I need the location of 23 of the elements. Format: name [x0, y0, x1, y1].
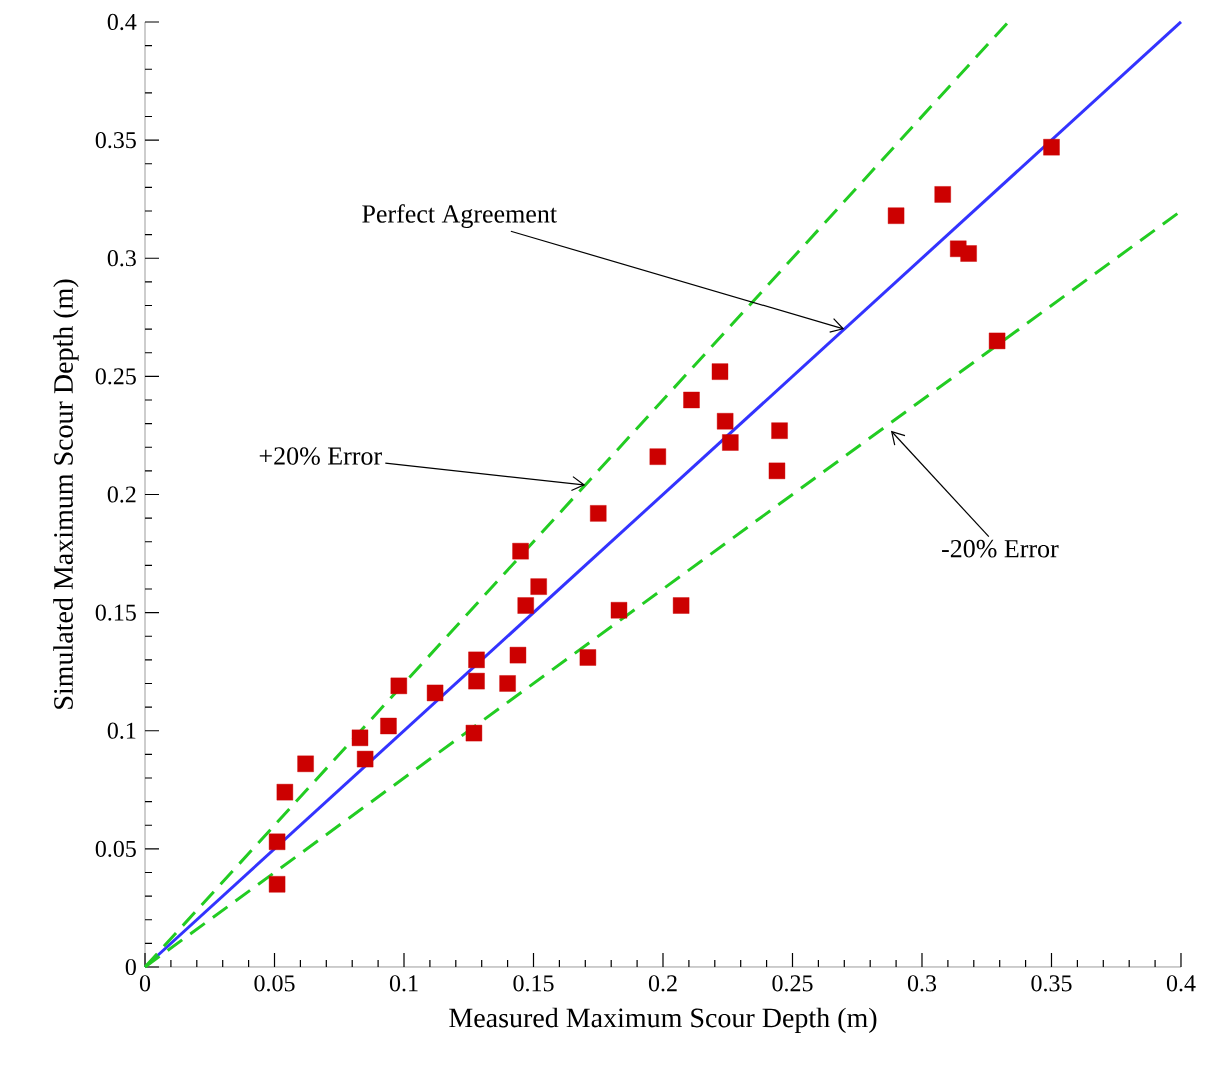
y-tick-label: 0.25: [95, 368, 136, 385]
annotation: +20% Error: [259, 447, 382, 465]
y-tick-label: 0.3: [107, 250, 136, 267]
y-tick-label: 0.2: [107, 486, 136, 503]
annotation: Perfect Agreement: [362, 204, 557, 229]
y-tick-label: 0.35: [95, 131, 136, 149]
y-tick-label: 0.1: [107, 722, 136, 739]
x-tick-label: 0.15: [513, 975, 554, 992]
y-tick-label: 0: [125, 958, 136, 976]
y-axis-title: Simulated Maximum Scour Depth (m): [53, 279, 79, 709]
y-tick-label: 0.15: [95, 604, 136, 621]
y-tick-label: 0.4: [107, 13, 137, 31]
x-tick-label: 0.35: [1031, 975, 1072, 992]
x-axis-title: Measured Maximum Scour Depth (m): [449, 1007, 877, 1034]
x-tick-label: 0.25: [772, 975, 813, 992]
x-tick-label: 0.05: [254, 975, 295, 992]
x-tick-label: 0.3: [907, 975, 937, 992]
y-tick-label: 0.05: [95, 840, 136, 858]
x-tick-label: 0.1: [389, 975, 418, 992]
x-tick-label: 0: [139, 975, 151, 992]
annotation: -20% Error: [942, 539, 1059, 558]
x-tick-label: 0.4: [1166, 975, 1196, 992]
x-tick-label: 0.2: [648, 975, 677, 992]
